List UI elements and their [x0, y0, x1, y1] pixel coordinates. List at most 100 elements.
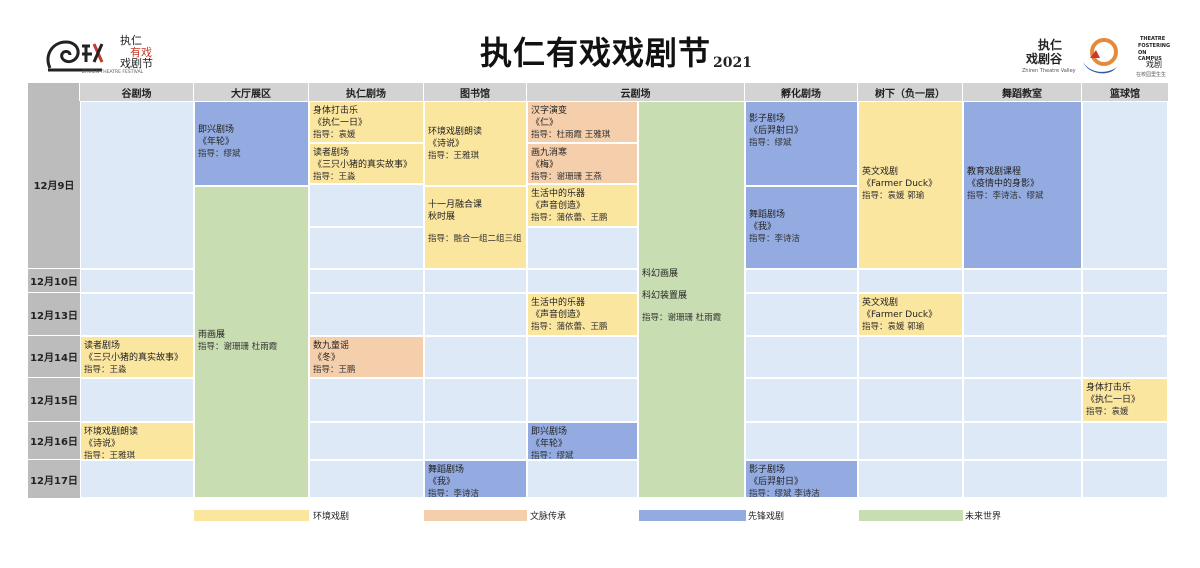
event-director: 指导：袁媛 [1086, 407, 1129, 417]
empty-cell [424, 378, 527, 422]
theatre-line-1: THEATRE [1140, 36, 1166, 42]
logo-line3: 戏剧节 [120, 57, 153, 70]
snail-logo-icon [46, 40, 104, 72]
event-title: 影子剧场 [749, 465, 786, 475]
row-label-dec17: 12月17日 [28, 460, 80, 498]
empty-cell [963, 293, 1082, 336]
empty-cell [80, 378, 194, 422]
event-title: 画九消寒 [531, 148, 568, 158]
empty-cell [1082, 336, 1168, 378]
legend-swatch-culture [424, 510, 527, 521]
empty-cell [963, 336, 1082, 378]
empty-cell [80, 101, 194, 269]
logo-subtitle: ZHIREN THEATRE FESTIVAL [82, 70, 144, 75]
event-gym-body: 身体打击乐 《执仁一日》 指导：袁媛 [1082, 378, 1168, 422]
valley-sub: Zhiren Theatre Valley [1022, 68, 1076, 74]
page-title-block: 执仁有戏戏剧节 2021 [480, 34, 752, 74]
event-title: 生活中的乐器 [531, 298, 586, 308]
empty-cell [527, 227, 638, 269]
event-title: 科幻画展 [642, 269, 679, 279]
empty-cell [963, 460, 1082, 498]
theatre-line-2: FOSTERING [1138, 43, 1171, 49]
event-title: 读者剧场 [84, 341, 121, 351]
empty-cell [963, 378, 1082, 422]
empty-cell [963, 269, 1082, 293]
event-gu-reader: 读者剧场 《三只小猪的真实故事》 指导：王淼 [80, 336, 194, 378]
event-director: 指导：王淼 [313, 172, 356, 182]
event-director: 指导：谢珊珊 杜雨霞 [642, 313, 722, 323]
event-work: 《声音创造》 [531, 310, 586, 320]
event-director: 指导：袁媛 郭瑜 [862, 322, 925, 332]
event-title: 汉字演变 [531, 106, 568, 116]
event-work: 科幻装置展 [642, 291, 688, 301]
event-director: 指导：缪斌 [198, 149, 241, 159]
legend-label-culture: 文脉传承 [530, 512, 567, 522]
empty-cell [309, 227, 424, 269]
event-work: 《执仁一日》 [1086, 395, 1141, 405]
event-gu-env: 环境戏剧朗读 《诗说》 指导：王雅琪 [80, 422, 194, 460]
row-label-dec10: 12月10日 [28, 269, 80, 293]
empty-cell [858, 378, 963, 422]
empty-cell [527, 378, 638, 422]
event-title: 舞蹈剧场 [749, 210, 786, 220]
empty-cell [309, 269, 424, 293]
empty-cell [1082, 293, 1168, 336]
event-work: 《声音创造》 [531, 201, 586, 211]
event-work: 《年轮》 [531, 439, 568, 449]
empty-cell [745, 378, 858, 422]
event-title: 身体打击乐 [1086, 383, 1132, 393]
event-work: 秋时展 [428, 212, 456, 222]
event-director: 指导：李诗洁 [428, 489, 480, 498]
event-director: 指导：李诗洁、缪斌 [967, 191, 1044, 201]
row-label-dec15: 12月15日 [28, 378, 80, 422]
empty-cell [80, 460, 194, 498]
event-director: 指导：王淼 [84, 365, 127, 375]
empty-cell [745, 269, 858, 293]
event-work: 《冬》 [313, 353, 341, 363]
column-header-cloud: 云剧场 [527, 83, 745, 101]
empty-cell [858, 422, 963, 460]
event-title: 环境戏剧朗读 [84, 427, 139, 437]
event-director: 指导：缪斌 李诗洁 [749, 489, 820, 498]
empty-cell [424, 269, 527, 293]
empty-cell [527, 460, 638, 498]
event-hall-rain: 雨画展 指导：谢珊珊 杜雨霞 [194, 186, 309, 498]
theatre-line-3: ON CAMPUS [1138, 50, 1162, 62]
event-work: 《我》 [749, 222, 777, 232]
event-title: 生活中的乐器 [531, 189, 586, 199]
valley-name-2: 戏剧谷 [1026, 52, 1063, 66]
event-work: 《三只小猪的真实故事》 [84, 353, 184, 363]
event-title: 十一月融合课 [428, 200, 483, 210]
empty-cell [424, 422, 527, 460]
corner-header [28, 83, 80, 101]
empty-cell [309, 293, 424, 336]
empty-cell [745, 336, 858, 378]
event-incubator-shadow-2: 影子剧场 《后羿射日》 指导：缪斌 李诗洁 [745, 460, 858, 498]
event-zhiren-reader: 读者剧场 《三只小猪的真实故事》 指导：王淼 [309, 143, 424, 184]
event-work: 《梅》 [531, 160, 559, 170]
event-title: 身体打击乐 [313, 106, 359, 116]
column-header-library: 图书馆 [424, 83, 527, 101]
event-hall-improv: 即兴剧场 《年轮》 指导：缪斌 [194, 101, 309, 186]
event-cloud-scifi: 科幻画展 科幻装置展 指导：谢珊珊 杜雨霞 [638, 101, 745, 498]
column-header-tree: 树下（负一层） [858, 83, 963, 101]
row-label-dec16: 12月16日 [28, 422, 80, 460]
event-work: 《我》 [428, 477, 456, 487]
event-library-env: 环境戏剧朗读 《诗说》 指导：王雅琪 [424, 101, 527, 186]
event-incubator-shadow-1: 影子剧场 《后羿射日》 指导：缪斌 [745, 101, 858, 186]
event-tree-english-1: 英文戏剧 《Farmer Duck》 指导：袁媛 郭瑜 [858, 101, 963, 269]
event-director: 指导：蒲依蕾、王鹏 [531, 322, 608, 332]
event-work: 《Farmer Duck》 [862, 179, 938, 189]
event-tree-english-2: 英文戏剧 《Farmer Duck》 指导：袁媛 郭瑜 [858, 293, 963, 336]
column-header-dance: 舞蹈教室 [963, 83, 1082, 101]
legend-label-env: 环境戏剧 [313, 512, 350, 522]
event-work: 《疫情中的身影》 [967, 179, 1040, 189]
event-director: 指导：王雅琪 [84, 451, 136, 460]
legend-label-pioneer: 先锋戏剧 [748, 512, 785, 522]
event-director: 指导：缪斌 [749, 138, 792, 148]
empty-cell [309, 378, 424, 422]
legend-swatch-pioneer [639, 510, 746, 521]
event-work: 《仁》 [531, 118, 559, 128]
empty-cell [963, 422, 1082, 460]
empty-cell [309, 422, 424, 460]
